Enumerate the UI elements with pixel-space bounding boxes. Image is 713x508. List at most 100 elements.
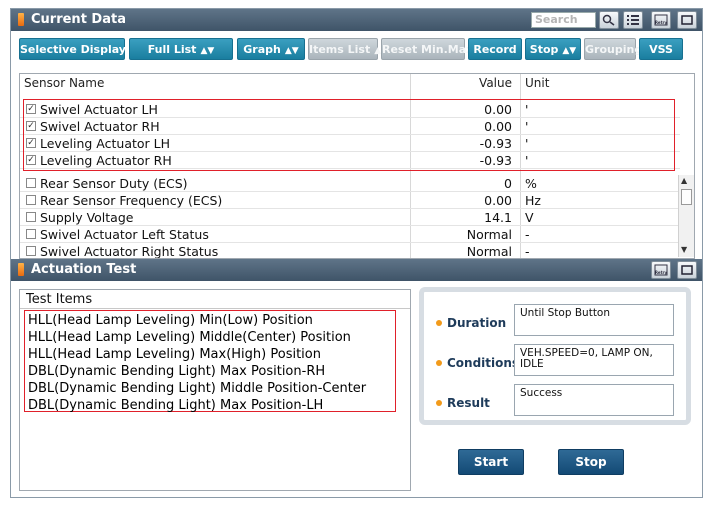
sensor-value: 0.00 bbox=[484, 193, 512, 208]
sensor-name: Swivel Actuator Left Status bbox=[40, 227, 209, 242]
grid-scrollbar[interactable]: ▲ ▼ bbox=[678, 175, 694, 257]
stop-button[interactable]: Stop bbox=[558, 449, 624, 475]
sensor-grid: Sensor Name Value Unit ✓ Swivel Actuator… bbox=[19, 73, 695, 259]
sensor-unit: Hz bbox=[525, 193, 541, 208]
sensor-unit: ' bbox=[525, 119, 529, 134]
result-label: Result bbox=[436, 396, 490, 410]
sensor-value: -0.93 bbox=[479, 136, 512, 151]
conditions-label-text: Conditions bbox=[447, 356, 520, 370]
sensor-name: Supply Voltage bbox=[40, 210, 134, 225]
row-checkbox[interactable] bbox=[26, 178, 36, 188]
duration-label: Duration bbox=[436, 316, 506, 330]
graph-label: Graph bbox=[243, 43, 281, 56]
current-data-titlebar: Current Data Search Retry bbox=[11, 9, 702, 31]
bullet-icon bbox=[436, 360, 442, 366]
sensor-unit: V bbox=[525, 210, 534, 225]
row-checkbox[interactable] bbox=[26, 229, 36, 239]
row-checkbox[interactable] bbox=[26, 246, 36, 256]
actuation-title: Actuation Test bbox=[31, 262, 137, 277]
col-sensor-name: Sensor Name bbox=[24, 76, 105, 90]
test-item[interactable]: HLL(Head Lamp Leveling) Max(High) Positi… bbox=[28, 347, 321, 362]
table-row[interactable]: ✓ Swivel Actuator LH 0.00 ' bbox=[20, 101, 680, 118]
selective-display-button[interactable]: Selective Display▲▼ bbox=[19, 38, 144, 60]
sensor-name: Swivel Actuator Right Status bbox=[40, 244, 219, 259]
full-list-label: Full List bbox=[147, 43, 197, 56]
row-checkbox[interactable]: ✓ bbox=[26, 121, 36, 131]
retry-icon[interactable]: Retry bbox=[651, 11, 671, 29]
stop-record-label: Stop bbox=[529, 43, 559, 56]
sensor-value: Normal bbox=[466, 244, 512, 259]
table-row[interactable]: ✓ Swivel Actuator RH 0.00 ' bbox=[20, 118, 680, 135]
current-data-toolbar: Selective Display▲▼ Full List▲▼ Graph▲▼ … bbox=[11, 38, 702, 64]
scroll-thumb[interactable] bbox=[681, 189, 692, 205]
table-row[interactable]: Swivel Actuator Left Status Normal - bbox=[20, 226, 680, 243]
list-view-icon[interactable] bbox=[623, 11, 643, 29]
search-input[interactable]: Search bbox=[531, 12, 596, 28]
sensor-unit: - bbox=[525, 244, 530, 259]
row-checkbox[interactable] bbox=[26, 195, 36, 205]
sensor-value: 0 bbox=[504, 176, 512, 191]
table-row[interactable]: Rear Sensor Frequency (ECS) 0.00 Hz bbox=[20, 192, 680, 209]
sensor-unit: ' bbox=[525, 153, 529, 168]
conditions-value: VEH.SPEED=0, LAMP ON, IDLE bbox=[514, 344, 674, 376]
duration-value: Until Stop Button bbox=[514, 304, 674, 336]
sensor-name: Leveling Actuator RH bbox=[40, 153, 172, 168]
bullet-icon bbox=[436, 320, 442, 326]
result-label-text: Result bbox=[447, 396, 490, 410]
graph-button[interactable]: Graph ▲▼ bbox=[237, 38, 305, 60]
test-item[interactable]: DBL(Dynamic Bending Light) Max Position-… bbox=[28, 398, 324, 413]
reset-min-max-button[interactable]: Reset Min.Max bbox=[381, 38, 473, 60]
row-checkbox[interactable]: ✓ bbox=[26, 104, 36, 114]
test-item[interactable]: DBL(Dynamic Bending Light) Max Position-… bbox=[28, 364, 326, 379]
sensor-value: 14.1 bbox=[484, 210, 512, 225]
scroll-down-icon[interactable]: ▼ bbox=[681, 245, 688, 254]
sensor-name: Leveling Actuator LH bbox=[40, 136, 171, 151]
retry-icon-label: Retry bbox=[655, 20, 668, 25]
full-list-button[interactable]: Full List ▲▼ bbox=[129, 38, 233, 60]
sensor-name: Swivel Actuator LH bbox=[40, 102, 158, 117]
sensor-unit: - bbox=[525, 227, 530, 242]
grouping-button[interactable]: Grouping bbox=[584, 38, 642, 60]
start-button[interactable]: Start bbox=[458, 449, 524, 475]
retry-icon[interactable]: Retry bbox=[651, 261, 671, 279]
updown-icon: ▲▼ bbox=[200, 46, 215, 56]
scroll-up-icon[interactable]: ▲ bbox=[681, 176, 688, 185]
test-items-list: Test Items HLL(Head Lamp Leveling) Min(L… bbox=[19, 289, 411, 491]
stop-record-button[interactable]: Stop ▲▼ bbox=[525, 38, 581, 60]
test-item[interactable]: HLL(Head Lamp Leveling) Min(Low) Positio… bbox=[28, 313, 313, 328]
table-row[interactable]: ✓ Leveling Actuator LH -0.93 ' bbox=[20, 135, 680, 152]
sensor-name: Rear Sensor Duty (ECS) bbox=[40, 176, 188, 191]
record-button[interactable]: Record bbox=[468, 38, 522, 60]
selective-display-label: Selective Display bbox=[20, 43, 126, 56]
conditions-label: Conditions bbox=[436, 356, 519, 370]
table-row[interactable]: Supply Voltage 14.1 V bbox=[20, 209, 680, 226]
sensor-name: Rear Sensor Frequency (ECS) bbox=[40, 193, 223, 208]
row-checkbox[interactable]: ✓ bbox=[26, 138, 36, 148]
test-item[interactable]: HLL(Head Lamp Leveling) Middle(Center) P… bbox=[28, 330, 351, 345]
row-checkbox[interactable]: ✓ bbox=[26, 155, 36, 165]
items-list-label: Items List bbox=[309, 43, 371, 56]
grid-header: Sensor Name Value Unit bbox=[20, 74, 694, 92]
maximize-icon[interactable] bbox=[677, 261, 697, 279]
updown-icon: ▲▼ bbox=[562, 46, 577, 56]
selected-sensors-highlight bbox=[23, 99, 675, 171]
maximize-icon[interactable] bbox=[677, 11, 697, 29]
sensor-value: 0.00 bbox=[484, 119, 512, 134]
table-row[interactable]: Swivel Actuator Right Status Normal - bbox=[20, 243, 680, 259]
items-list-button[interactable]: Items List▲▼ bbox=[308, 38, 388, 60]
retry-icon-label: Retry bbox=[655, 270, 668, 275]
test-items-header: Test Items bbox=[26, 292, 93, 307]
table-row[interactable]: Rear Sensor Duty (ECS) 0 % bbox=[20, 175, 680, 192]
test-info-panel: Duration Until Stop Button Conditions VE… bbox=[419, 287, 691, 425]
row-checkbox[interactable] bbox=[26, 212, 36, 222]
search-icon[interactable] bbox=[599, 11, 619, 29]
section-marker-icon bbox=[18, 13, 24, 26]
actuation-titlebar: Actuation Test Retry bbox=[11, 259, 702, 281]
test-item[interactable]: DBL(Dynamic Bending Light) Middle Positi… bbox=[28, 381, 367, 396]
col-value: Value bbox=[479, 76, 512, 90]
table-row[interactable]: ✓ Leveling Actuator RH -0.93 ' bbox=[20, 152, 680, 169]
vss-button[interactable]: VSS bbox=[639, 38, 683, 60]
main-frame: Current Data Search Retry Selective Disp… bbox=[10, 8, 703, 498]
updown-icon: ▲▼ bbox=[284, 46, 299, 56]
